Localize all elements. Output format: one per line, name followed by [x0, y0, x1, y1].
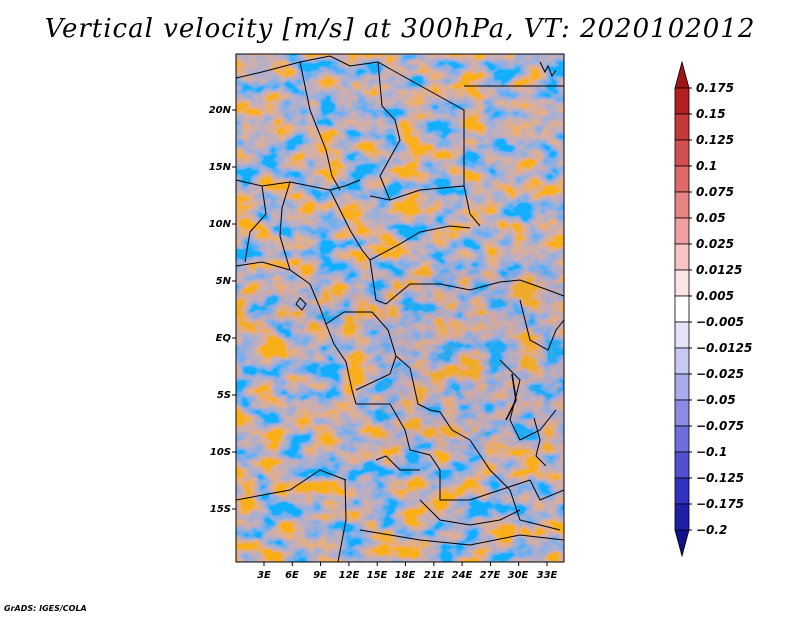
colorbar-segment: [674, 191, 690, 219]
colorbar-label: 0.005: [696, 289, 734, 303]
colorbar-segment: [674, 503, 690, 531]
lon-label-12e: 12E: [339, 570, 360, 581]
colorbar-segment: [674, 60, 690, 89]
lat-label-5n: 5N: [216, 276, 232, 287]
colorbar-label: −0.1: [696, 445, 727, 459]
colorbar-label: 0.125: [696, 133, 734, 147]
colorbar-label: −0.005: [696, 315, 744, 329]
colorbar-segment: [674, 269, 690, 297]
lat-label-10s: 10S: [210, 447, 231, 458]
lon-label-9e: 9E: [313, 570, 327, 581]
colorbar-label: 0.075: [696, 185, 734, 199]
colorbar-label: −0.2: [696, 523, 727, 537]
colorbar-label: 0.175: [696, 81, 734, 95]
lon-label-21e: 21E: [424, 570, 445, 581]
colorbar-segment: [674, 87, 690, 115]
colorbar-label: −0.175: [696, 497, 744, 511]
colorbar-segment: [674, 399, 690, 427]
longitude-axis: 3E 6E 9E 12E 15E 18E 21E 24E 27E 30E 33E: [257, 562, 558, 581]
colorbar-label: −0.075: [696, 419, 744, 433]
country-borders: [236, 55, 564, 562]
grads-credit: GrADS: IGES/COLA: [4, 604, 87, 613]
colorbar-segment: [674, 451, 690, 479]
lat-label-15s: 15S: [210, 504, 231, 515]
colorbar-segment: [674, 477, 690, 505]
velocity-field: [236, 54, 564, 562]
lon-label-15e: 15E: [367, 570, 388, 581]
lat-label-20n: 20N: [209, 105, 232, 116]
colorbar-segment: [674, 217, 690, 245]
colorbar-label: 0.15: [696, 107, 726, 121]
colorbar-label: −0.0125: [696, 341, 752, 355]
colorbar-segment: [674, 295, 690, 323]
colorbar-segment: [674, 347, 690, 375]
lon-label-24e: 24E: [452, 570, 473, 581]
colorbar-segment: [674, 243, 690, 271]
latitude-axis: 20N 15N 10N 5N EQ 5S 10S 15S: [209, 105, 236, 515]
colorbar-label: 0.05: [696, 211, 726, 225]
lat-label-10n: 10N: [209, 219, 232, 230]
colorbar-label: 0.1: [696, 159, 717, 173]
lon-label-6e: 6E: [285, 570, 299, 581]
lat-label-5s: 5S: [217, 390, 231, 401]
lon-label-18e: 18E: [395, 570, 416, 581]
colorbar-segment: [674, 139, 690, 167]
colorbar-label: −0.05: [696, 393, 736, 407]
lon-label-27e: 27E: [480, 570, 501, 581]
colorbar-segment: [674, 321, 690, 349]
colorbar-segment: [674, 113, 690, 141]
plot-frame: [235, 53, 565, 563]
lat-label-eq: EQ: [216, 333, 232, 344]
colorbar-label: −0.025: [696, 367, 744, 381]
colorbar: 0.175 0.15 0.125 0.1 0.075 0.05 0.025 0.0125 0.0…: [674, 60, 752, 558]
map-title: Vertical velocity [m/s] at 300hPa, VT: 2…: [44, 14, 756, 44]
lat-label-15n: 15N: [209, 162, 232, 173]
colorbar-label: 0.0125: [696, 263, 742, 277]
lon-label-33e: 33E: [537, 570, 558, 581]
colorbar-label: −0.125: [696, 471, 744, 485]
colorbar-segment: [674, 165, 690, 193]
colorbar-segment: [674, 373, 690, 401]
lon-label-3e: 3E: [257, 570, 271, 581]
colorbar-segment: [674, 425, 690, 453]
lon-label-30e: 30E: [508, 570, 529, 581]
colorbar-label: 0.025: [696, 237, 734, 251]
colorbar-segment: [674, 529, 690, 558]
